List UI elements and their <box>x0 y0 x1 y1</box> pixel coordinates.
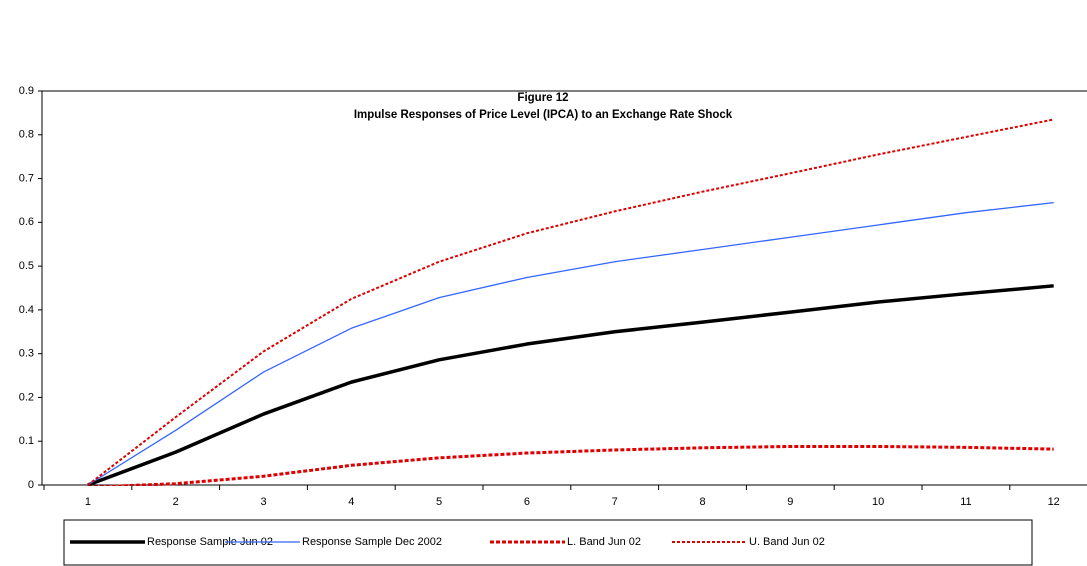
y-tick-label: 0 <box>28 479 34 491</box>
y-tick-label: 0.8 <box>19 129 34 141</box>
y-tick-label: 0.6 <box>19 216 34 228</box>
x-tick-label: 6 <box>524 496 530 508</box>
legend-label: Response Sample Jun 02 <box>147 536 273 548</box>
x-tick-label: 9 <box>787 496 793 508</box>
legend-label: L. Band Jun 02 <box>567 536 641 548</box>
x-tick-label: 2 <box>173 496 179 508</box>
y-tick-label: 0.5 <box>19 260 34 272</box>
line-series <box>87 118 1054 486</box>
legend-label: Response Sample Dec 2002 <box>302 536 442 548</box>
x-tick-label: 11 <box>960 496 971 508</box>
x-tick-label: 4 <box>348 496 354 508</box>
legend-label: U. Band Jun 02 <box>749 536 825 548</box>
line-series <box>87 284 1054 486</box>
x-tick-label: 10 <box>872 496 884 508</box>
y-tick-label: 0.3 <box>19 348 34 360</box>
x-tick-label: 5 <box>436 496 442 508</box>
y-tick-label: 0.2 <box>19 391 34 403</box>
line-series <box>87 444 1054 486</box>
x-tick-label: 3 <box>260 496 266 508</box>
y-tick-label: 0.4 <box>19 304 34 316</box>
x-tick-label: 1 <box>85 496 91 508</box>
x-tick-label: 8 <box>699 496 705 508</box>
y-tick-label: 0.7 <box>19 172 34 184</box>
plot-area <box>87 118 1054 486</box>
chart-subtitle: Impulse Responses of Price Level (IPCA) … <box>354 109 733 121</box>
chart-title: Figure 12 <box>517 92 568 104</box>
y-tick-label: 0.1 <box>19 435 34 447</box>
y-tick-label: 0.9 <box>19 85 34 97</box>
legend-box <box>63 519 1033 566</box>
line-series <box>87 201 1054 486</box>
x-tick-label: 7 <box>612 496 618 508</box>
x-tick-label: 12 <box>1048 496 1060 508</box>
